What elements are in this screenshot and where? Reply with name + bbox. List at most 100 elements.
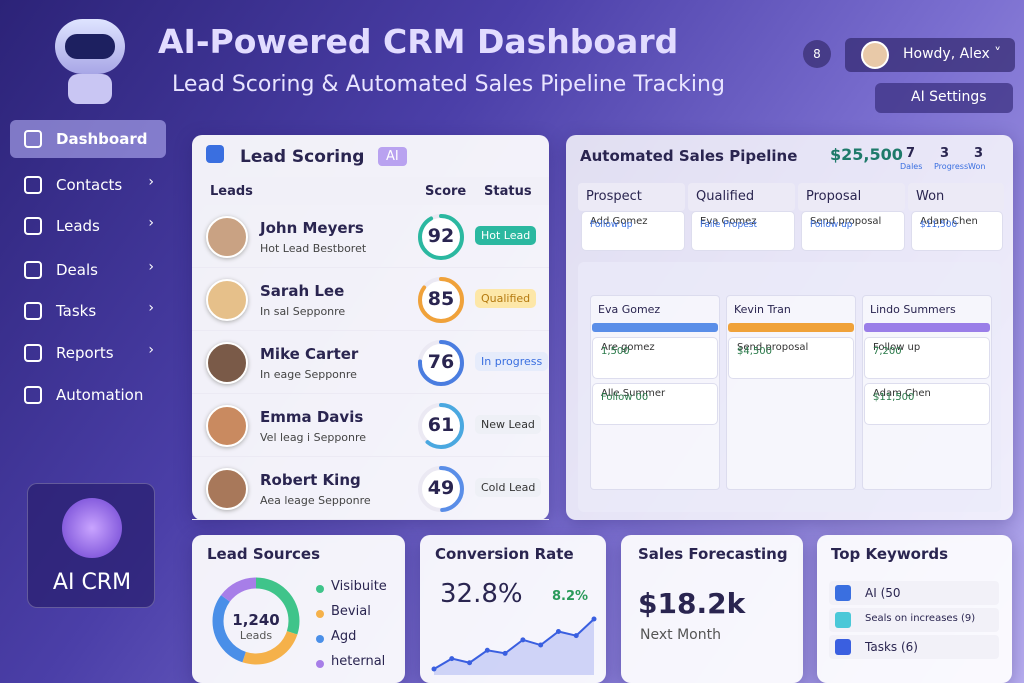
board-card-title: Send proposal	[737, 342, 809, 353]
board-card[interactable]: Follow up 7,200	[864, 337, 990, 379]
pipeline-title: Automated Sales Pipeline	[580, 147, 798, 165]
legend-dot	[316, 660, 324, 668]
sparkline-line	[433, 618, 595, 670]
lead-total: 1,240	[232, 611, 280, 629]
board-progress	[592, 323, 718, 332]
score-value: 92	[427, 225, 455, 247]
lead-title: Lead Scoring	[240, 147, 365, 167]
board-card[interactable]: Are gomez 1,500	[592, 337, 718, 379]
lead-note: In sal Sepponre	[260, 305, 346, 318]
keyword-label: AI (50	[865, 586, 901, 600]
user-avatar	[861, 41, 889, 69]
score-value: 85	[427, 288, 455, 310]
forecast-label: Next Month	[640, 627, 721, 643]
nav-item[interactable]: Contacts ›	[10, 166, 166, 204]
stage-card-detail: Follow up	[810, 220, 853, 230]
ai-badge: AI	[378, 147, 407, 166]
legend-label: Visibuite	[331, 579, 387, 594]
lead-header-row	[192, 177, 549, 205]
nav-label: Automation	[56, 386, 144, 404]
score-arc	[418, 277, 464, 323]
keyword-check	[835, 639, 851, 655]
board-card[interactable]: Adam Chen $11,500	[864, 383, 990, 425]
score-ring	[418, 403, 464, 449]
ai-settings-button[interactable]: AI Settings	[875, 83, 1013, 113]
nav-chevron: ›	[148, 215, 154, 231]
keyword-row: AI (50	[829, 581, 999, 605]
stage-header: Qualified	[688, 183, 795, 211]
sparkline-point	[555, 629, 561, 634]
nav-icon	[24, 261, 42, 279]
stage-card-detail: Follow up	[590, 220, 633, 230]
forecast-value: $18.2k	[638, 587, 746, 620]
keyword-check	[835, 585, 851, 601]
conversion-value: 32.8%	[440, 579, 523, 609]
notifications[interactable]: 8	[803, 40, 831, 68]
score-value: 76	[427, 351, 455, 373]
nav-item[interactable]: Reports ›	[10, 334, 166, 372]
nav-label: Deals	[56, 261, 98, 279]
sparkline-point	[467, 660, 473, 666]
keyword-row: Seals on increases (9)	[829, 608, 999, 632]
logo-text: AI CRM	[52, 570, 132, 595]
nav-item[interactable]: Automation	[10, 376, 166, 414]
nav-chevron: ›	[148, 174, 154, 190]
lead-row[interactable]: Robert King Aea leage Sepponre 49 Cold Lead	[192, 457, 549, 520]
board-card-title: Follow up	[873, 342, 921, 353]
sparkline-point	[484, 647, 490, 653]
lead-row[interactable]: Emma Davis Vel leag i Sepponre 61 New Lead	[192, 394, 549, 457]
lead-icon	[206, 145, 224, 163]
score-ring	[418, 214, 464, 260]
board-column-name: Eva Gomez	[598, 303, 661, 316]
stage-card[interactable]: Send proposal Follow up	[801, 211, 905, 251]
forecast-title: Sales Forecasting	[638, 545, 788, 563]
board-card[interactable]: Alle Summer Follow 00	[592, 383, 718, 425]
stage-card[interactable]: Adam Chen $11,500	[911, 211, 1003, 251]
lead-note: Aea leage Sepponre	[260, 494, 371, 507]
forecast-card: Sales Forecasting $18.2k Next Month	[621, 535, 803, 683]
user-menu[interactable]: Howdy, Alex ˅	[845, 38, 1015, 72]
subtitle: Lead Scoring & Automated Sales Pipeline …	[172, 72, 725, 97]
keyword-label: Seals on increases (9)	[865, 613, 976, 624]
score-arc	[418, 214, 464, 260]
nav-item[interactable]: Deals ›	[10, 251, 166, 289]
stage-header: Proposal	[798, 183, 905, 211]
lead-row[interactable]: Mike Carter In eage Sepponre 76 In progress	[192, 331, 549, 394]
board-card-detail: $11,500	[873, 392, 915, 403]
avatar	[206, 279, 248, 321]
nav-label: Reports	[56, 344, 114, 362]
board-card-title: Alle Summer	[601, 388, 666, 399]
board-card[interactable]: Send proposal $4,500	[728, 337, 854, 379]
user-name: Howdy, Alex	[903, 46, 990, 62]
sparkline-point	[449, 656, 455, 662]
stat-value: 7	[906, 146, 916, 161]
donut-segment	[212, 577, 300, 665]
score-value: 61	[427, 414, 455, 436]
score-ring	[418, 466, 464, 512]
nav-icon	[24, 217, 42, 235]
stage-card[interactable]: Add Gomez Follow up	[581, 211, 685, 251]
conversion-change: 8.2%	[552, 589, 589, 604]
donut	[212, 577, 300, 665]
stage-card[interactable]: Eva Gomez Faile Propest	[691, 211, 795, 251]
keywords-title: Top Keywords	[831, 545, 949, 563]
nav-item[interactable]: Dashboard	[10, 120, 166, 158]
lead-row[interactable]: John Meyers Hot Lead Bestboret 92 Hot Lead	[192, 205, 549, 268]
robot-visor	[65, 34, 115, 59]
nav-item[interactable]: Tasks ›	[10, 292, 166, 330]
avatar	[206, 468, 248, 510]
score-ring	[418, 277, 464, 323]
logo-card: AI CRM	[27, 483, 155, 608]
legend-dot	[316, 635, 324, 643]
logo-icon	[62, 498, 122, 558]
status-badge: New Lead	[475, 415, 541, 434]
sparkline-point	[431, 666, 437, 672]
lead-sources-title: Lead Sources	[207, 545, 320, 563]
nav-item[interactable]: Leads ›	[10, 207, 166, 245]
avatar	[206, 216, 248, 258]
board-column-name: Lindo Summers	[870, 303, 956, 316]
lead-row[interactable]: Sarah Lee In sal Sepponre 85 Qualified	[192, 268, 549, 331]
stage-card-title: Add Gomez	[590, 216, 648, 227]
board-card-title: Adam Chen	[873, 388, 931, 399]
